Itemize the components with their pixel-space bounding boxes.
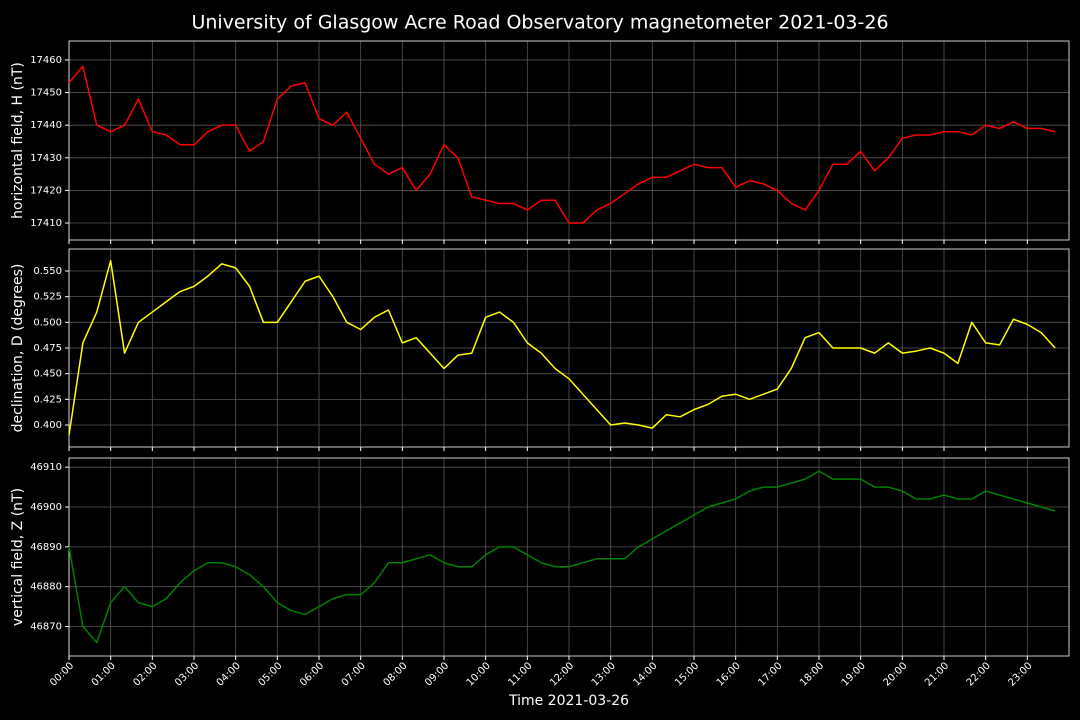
x-axis-label: Time 2021-03-26 <box>508 693 629 709</box>
y-tick-label: 17460 <box>30 55 62 66</box>
y-axis-label: horizontal field, H (nT) <box>10 62 26 219</box>
y-tick-label: 17450 <box>30 88 62 99</box>
data-line <box>68 470 1056 644</box>
y-tick-label: 0.550 <box>33 266 62 277</box>
y-tick-label: 17420 <box>30 185 62 196</box>
y-tick-label: 46880 <box>30 582 62 593</box>
plot-frame <box>68 40 1070 241</box>
data-line <box>68 259 1056 436</box>
data-line <box>68 65 1056 224</box>
y-tick-label: 0.525 <box>33 292 62 303</box>
panel: 0.400 0.425 0.450 0.475 0.500 0.525 0.550 decli… <box>10 248 1070 451</box>
y-tick-label: 17430 <box>30 153 62 164</box>
y-tick-label: 46910 <box>30 462 62 473</box>
y-tick-label: 17410 <box>30 218 62 229</box>
y-tick-label: 46870 <box>30 622 62 633</box>
y-tick-label: 0.400 <box>33 420 62 431</box>
plot-frame <box>68 248 1070 448</box>
plot-frame <box>68 457 1070 657</box>
panel: 17410 17420 17430 17440 17450 17460 horizontal… <box>10 40 1070 244</box>
y-tick-label: 17440 <box>30 120 62 131</box>
y-tick-label: 0.500 <box>33 317 62 328</box>
y-axis-label: vertical field, Z (nT) <box>10 488 26 626</box>
figure-title: University of Glasgow Acre Road Observat… <box>191 12 888 34</box>
y-tick-label: 46900 <box>30 502 62 513</box>
y-tick-label: 0.425 <box>33 394 62 405</box>
y-tick-label: 0.475 <box>33 343 62 354</box>
y-tick-label: 46890 <box>30 542 62 553</box>
y-axis-label: declination, D (degrees) <box>10 264 26 433</box>
y-tick-label: 0.450 <box>33 369 62 380</box>
